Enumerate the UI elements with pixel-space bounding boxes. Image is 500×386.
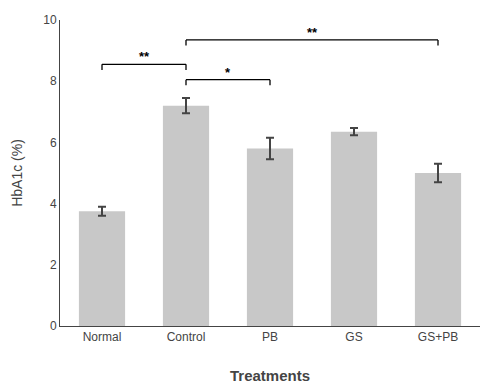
svg-text:Treatments: Treatments xyxy=(230,367,310,384)
svg-text:Control: Control xyxy=(167,330,206,344)
svg-text:8: 8 xyxy=(50,74,57,88)
svg-text:10: 10 xyxy=(43,13,57,27)
svg-text:4: 4 xyxy=(50,197,57,211)
svg-text:0: 0 xyxy=(50,319,57,333)
svg-text:**: ** xyxy=(139,49,150,64)
svg-text:PB: PB xyxy=(262,330,278,344)
svg-text:**: ** xyxy=(307,25,318,40)
svg-text:GS: GS xyxy=(345,330,362,344)
svg-text:6: 6 xyxy=(50,136,57,150)
svg-text:2: 2 xyxy=(50,258,57,272)
svg-text:HbA1c (%): HbA1c (%) xyxy=(9,139,25,207)
svg-text:*: * xyxy=(225,65,231,80)
svg-text:GS+PB: GS+PB xyxy=(418,330,458,344)
svg-text:Normal: Normal xyxy=(83,330,122,344)
